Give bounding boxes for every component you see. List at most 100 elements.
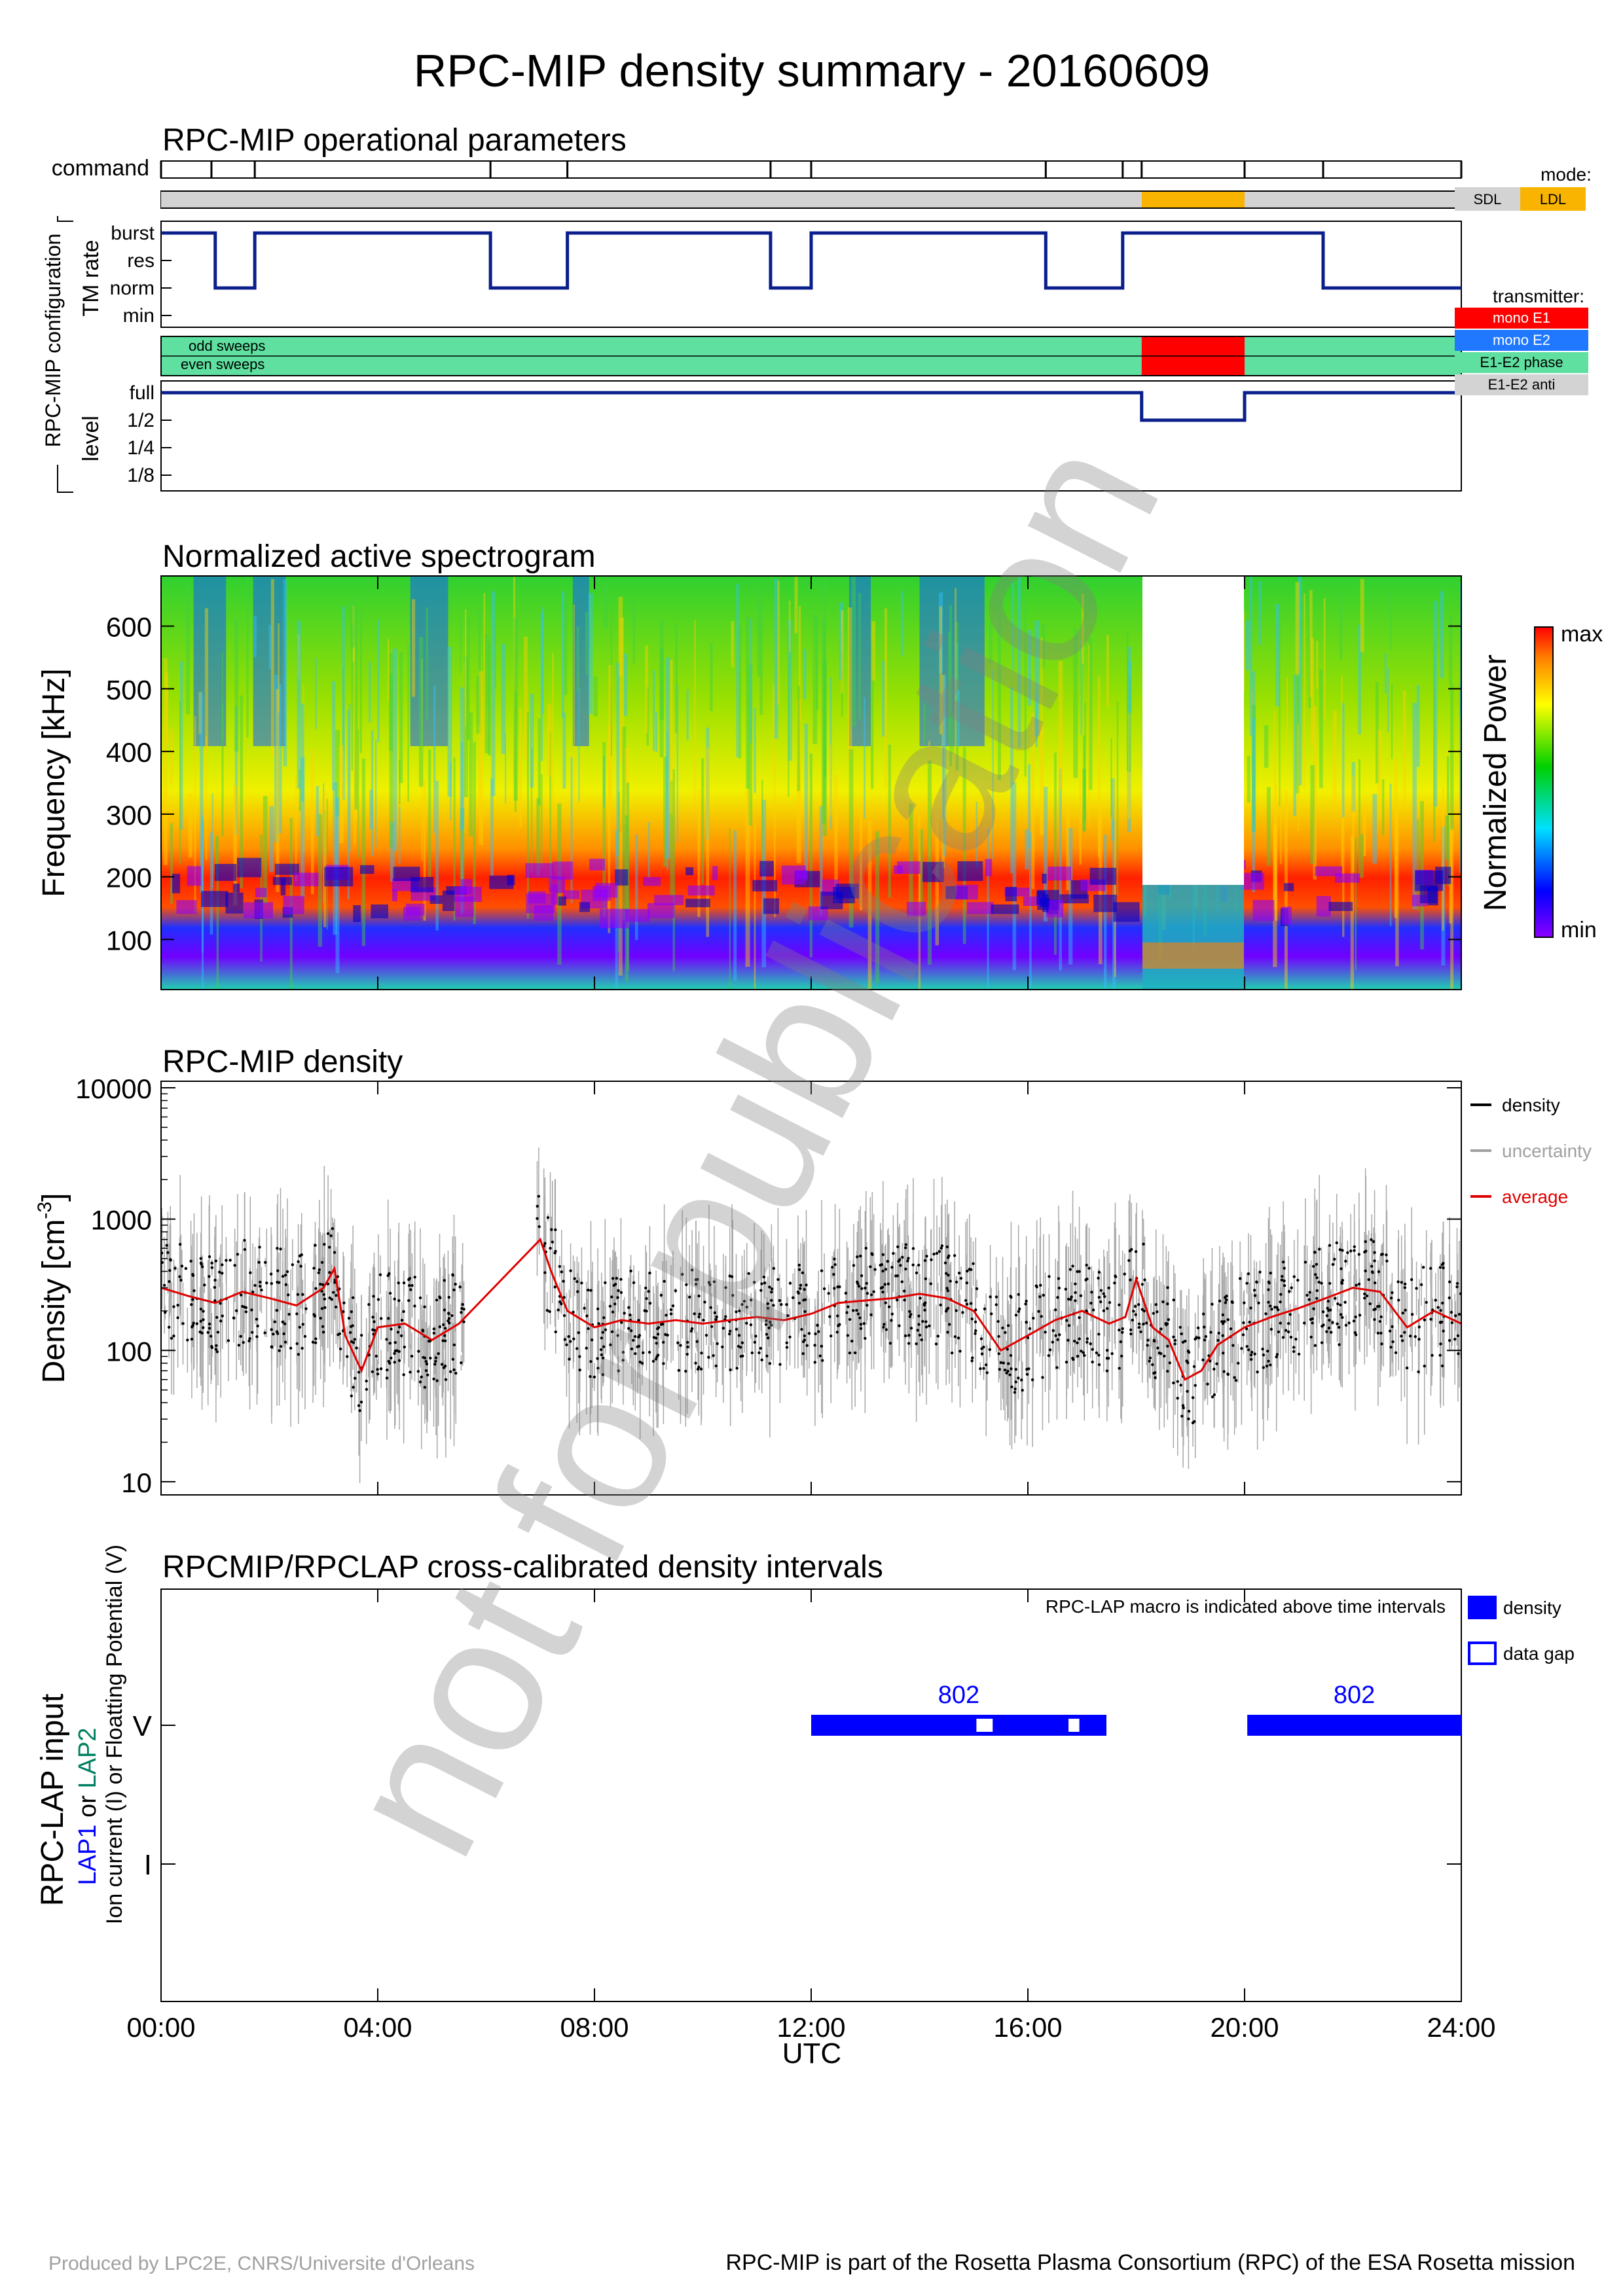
- density-point: [848, 1351, 852, 1355]
- density-point: [210, 1261, 213, 1265]
- density-point: [925, 1255, 928, 1258]
- density-point: [1078, 1337, 1081, 1340]
- density-point: [767, 1326, 771, 1329]
- density-point: [936, 1335, 939, 1338]
- density-point: [200, 1263, 203, 1266]
- density-point: [208, 1322, 211, 1326]
- density-point: [654, 1357, 658, 1361]
- density-point: [379, 1317, 383, 1320]
- density-point: [397, 1359, 401, 1362]
- density-point: [239, 1335, 242, 1338]
- density-point: [173, 1266, 177, 1270]
- density-point: [441, 1339, 445, 1342]
- density-point: [974, 1320, 977, 1323]
- density-point: [319, 1316, 322, 1320]
- density-point: [546, 1216, 550, 1219]
- density-point: [168, 1280, 171, 1283]
- density-point: [1223, 1296, 1227, 1299]
- colorbar-title: Normalized Power: [1478, 655, 1513, 911]
- density-point: [613, 1302, 617, 1306]
- density-point: [745, 1321, 748, 1325]
- density-point: [1137, 1322, 1141, 1325]
- density-point: [312, 1266, 316, 1270]
- density-point: [600, 1336, 604, 1340]
- density-point: [1313, 1273, 1317, 1276]
- density-point: [957, 1336, 960, 1340]
- spectrogram-ytick-label: 500: [106, 674, 152, 705]
- density-point: [452, 1288, 456, 1291]
- density-point: [904, 1267, 907, 1271]
- density-point: [788, 1282, 792, 1285]
- density-point: [1339, 1313, 1343, 1316]
- density-point: [648, 1302, 652, 1305]
- density-point: [897, 1259, 900, 1263]
- density-point: [538, 1225, 541, 1229]
- density-point: [822, 1287, 826, 1291]
- spectrogram-ytick-label: 100: [106, 925, 152, 956]
- density-point: [551, 1240, 554, 1244]
- density-point: [1349, 1249, 1353, 1253]
- density-point: [1377, 1270, 1381, 1274]
- density-point: [966, 1269, 969, 1273]
- density-point: [219, 1302, 222, 1305]
- density-point: [332, 1291, 335, 1294]
- density-point: [1057, 1333, 1061, 1336]
- density-point: [697, 1365, 701, 1369]
- density-point: [1153, 1371, 1157, 1374]
- density-point: [1187, 1410, 1191, 1413]
- density-point: [638, 1334, 642, 1337]
- density-point: [1014, 1380, 1017, 1384]
- density-point: [333, 1251, 337, 1254]
- density-point: [237, 1344, 241, 1347]
- density-point: [320, 1261, 324, 1265]
- density-point: [247, 1339, 251, 1342]
- density-point: [1434, 1299, 1437, 1302]
- density-point: [1065, 1319, 1068, 1322]
- density-point: [654, 1336, 658, 1340]
- density-point: [1172, 1381, 1175, 1385]
- density-point: [980, 1352, 984, 1355]
- density-point: [232, 1316, 236, 1319]
- density-point: [1313, 1250, 1317, 1254]
- density-point: [647, 1289, 650, 1293]
- density-point: [265, 1281, 268, 1285]
- density-point: [799, 1283, 803, 1287]
- density-point: [297, 1260, 300, 1263]
- density-point: [946, 1306, 950, 1310]
- density-point: [609, 1343, 612, 1346]
- density-point: [568, 1357, 571, 1361]
- mode-legend-swatch: [1520, 187, 1586, 211]
- density-point: [820, 1359, 824, 1362]
- density-point: [390, 1327, 393, 1331]
- density-point: [1269, 1327, 1273, 1331]
- density-point: [972, 1262, 975, 1265]
- density-point: [749, 1299, 753, 1302]
- density-point: [1091, 1308, 1095, 1312]
- density-point: [1442, 1329, 1445, 1333]
- density-point: [906, 1259, 909, 1263]
- density-point: [346, 1355, 349, 1358]
- density-point: [989, 1295, 992, 1299]
- density-point: [402, 1310, 405, 1314]
- lap-ylabel-lap2: LAP2: [74, 1728, 101, 1789]
- density-point: [1167, 1318, 1170, 1321]
- density-point: [1071, 1265, 1074, 1268]
- density-point: [1197, 1336, 1201, 1340]
- density-point: [593, 1375, 596, 1379]
- density-point: [939, 1303, 942, 1307]
- density-point: [1134, 1250, 1138, 1253]
- density-point: [797, 1263, 801, 1267]
- density-point: [397, 1325, 401, 1329]
- density-point: [567, 1335, 570, 1338]
- density-point: [460, 1311, 463, 1314]
- density-point: [1250, 1357, 1253, 1361]
- density-point: [202, 1326, 205, 1329]
- density-point: [657, 1325, 661, 1329]
- density-point: [1048, 1348, 1052, 1352]
- density-point: [890, 1319, 893, 1322]
- density-point: [270, 1328, 273, 1331]
- density-point: [1089, 1301, 1093, 1305]
- density-point: [1137, 1325, 1140, 1329]
- density-point: [350, 1310, 353, 1314]
- density-point: [1328, 1318, 1331, 1322]
